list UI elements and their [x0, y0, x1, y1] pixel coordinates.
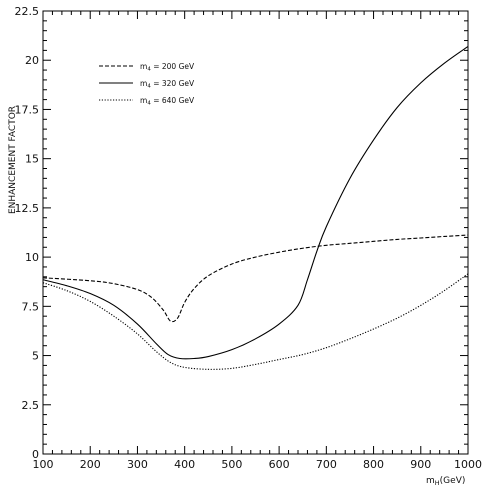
x-tick-label: 900 [410, 458, 431, 471]
x-tick-label: 700 [316, 458, 337, 471]
x-tick-label: 200 [80, 458, 101, 471]
x-tick-labels: 100 200 300 400 500 600 700 800 900 1000 [33, 458, 483, 471]
axis-ticks [42, 10, 469, 455]
y-tick-label: 12.5 [15, 202, 40, 215]
series-lines [42, 45, 469, 370]
y-tick-label: 17.5 [15, 103, 40, 116]
x-tick-label: 800 [363, 458, 384, 471]
x-tick-label: 600 [269, 458, 290, 471]
y-tick-label: 5 [32, 350, 39, 363]
y-tick-label: 15 [25, 153, 39, 166]
x-axis-title-sub: H [435, 479, 440, 487]
series-line-m4-200-gev [42, 234, 469, 323]
x-tick-label: 400 [174, 458, 195, 471]
legend-label-m4-320-gev: m4 = 320 GeV [140, 79, 195, 90]
y-tick-label: 0 [32, 448, 39, 461]
x-axis-title: mH(GeV) [426, 476, 465, 487]
x-tick-label: 100 [33, 458, 54, 471]
series-line-m4-640-gev [42, 273, 469, 370]
y-tick-label: 20 [25, 54, 39, 67]
y-tick-label: 2.5 [22, 399, 40, 412]
legend-label-main: m [140, 96, 147, 105]
x-tick-label: 300 [127, 458, 148, 471]
series-line-m4-320-gev [42, 45, 469, 360]
y-tick-labels: 0 2.5 5 7.5 10 12.5 15 17.5 20 22.5 [15, 5, 40, 461]
y-axis-title: ENHANCEMENT FACTOR [8, 106, 18, 214]
y-tick-label: 10 [25, 251, 39, 264]
legend-label-main: m [140, 62, 147, 71]
legend-label-main: m [140, 79, 147, 88]
legend-label-m4-640-gev: m4 = 640 GeV [140, 96, 195, 107]
x-axis-title-main: m [426, 476, 435, 486]
y-tick-label: 7.5 [22, 300, 40, 313]
legend-label-sub: 4 [147, 84, 151, 90]
plot-frame [42, 10, 469, 455]
x-tick-label: 1000 [454, 458, 482, 471]
x-axis-title-unit: (GeV) [440, 476, 466, 486]
legend-label-sub: 4 [147, 67, 151, 73]
legend-label-rest: = 320 GeV [151, 79, 195, 88]
legend-label-m4-200-gev: m4 = 200 GeV [140, 62, 195, 73]
legend-label-rest: = 200 GeV [151, 62, 195, 71]
x-tick-label: 500 [221, 458, 242, 471]
legend-label-rest: = 640 GeV [151, 96, 195, 105]
y-tick-label: 22.5 [15, 5, 40, 18]
legend-label-sub: 4 [147, 101, 151, 107]
